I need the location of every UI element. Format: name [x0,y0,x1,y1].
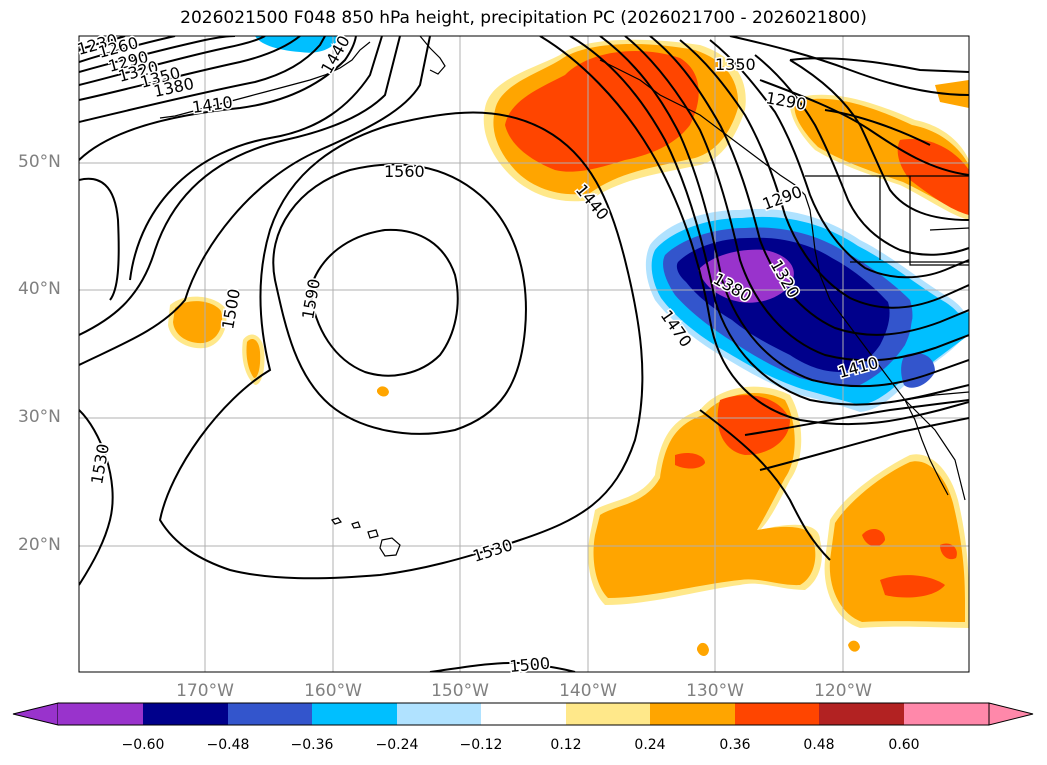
contour-1500-south [429,661,576,672]
contour-se-2 [759,417,969,471]
contour-east-1 [539,36,969,426]
contour-1590 [308,228,459,377]
colorbar-tick: 0.36 [719,737,751,753]
precip-neg-top [255,36,340,53]
precip-isolated2 [848,640,860,652]
colorbar-bin [58,703,143,725]
contour-east-2 [569,36,969,406]
colorbar-extend-right [988,702,1034,726]
map-frame [78,35,970,673]
contour-east-3 [599,36,969,388]
colorbar-bin [566,703,650,725]
contour-1350 [79,36,301,101]
precip-mexico-red3 [940,543,957,560]
contour-east-7 [709,39,969,279]
contour-east-9 [789,59,969,221]
precip-subtropical-red2 [675,452,705,469]
precip-neg-darkblue2 [808,296,869,350]
precip-neg-coast [910,300,969,372]
contour-label: 1350 [715,55,756,74]
state-line4 [929,227,969,231]
colorbar-bin [228,703,312,725]
contour-1530-west [79,409,114,586]
precip-small-orange [246,339,261,378]
contour-ne-2 [824,109,931,146]
lon-label-170w: 170°W [176,681,234,701]
colorbar-bin [312,703,397,725]
precip-mexico-red1 [880,575,945,598]
contour-east-8 [754,54,969,256]
contour-1380 [79,36,326,123]
precip-dot [377,386,389,397]
contour-1320 [79,36,266,86]
contour-east-5 [649,36,969,336]
lon-label-150w: 150°W [431,681,489,701]
contour-ne-1 [789,57,969,73]
gridlines [79,36,969,672]
contour-label: 1560 [384,162,425,181]
contour-label: 1500 [509,654,551,676]
contour-east-4 [624,36,969,362]
lat-label-50n: 50°N [18,152,61,172]
lon-label-160w: 160°W [304,681,362,701]
bc-coast [599,59,813,226]
precip-north-pacific-red [505,51,699,172]
height-contours [79,36,969,672]
colorbar-tick: −0.48 [206,737,250,753]
colorbar-tick: 0.12 [550,737,582,753]
colorbar-bin [735,703,819,725]
contour-east-6 [679,39,969,309]
colorbar-tick: −0.36 [290,737,334,753]
contour-1470 [79,36,401,336]
colorbar-tick: −0.24 [375,737,419,753]
colorbar-bin [481,703,566,725]
state-line2 [909,176,969,266]
hawaii-2 [351,521,361,529]
contour-1560 [272,163,527,435]
colorbar-bin [819,703,904,725]
contour-1500-west [79,36,431,366]
precip-westpac-orange [173,301,223,344]
contour-east-10 [729,36,969,96]
contour-se-3 [744,399,969,436]
contour-1530 [158,111,644,580]
lon-label-130w: 130°W [686,681,744,701]
colorbar-bin [397,703,481,725]
lon-label-140w: 140°W [559,681,617,701]
lat-label-20n: 20°N [18,535,61,555]
colorbar-tick: −0.60 [121,737,165,753]
contour-se-1 [699,409,831,561]
precip-isolated1 [697,642,709,656]
contour-1230 [79,36,126,51]
colorbar-tick: 0.48 [803,737,835,753]
contour-1410 [79,36,357,161]
colorbar-tick: 0.60 [888,737,920,753]
colorbar-extend-left [12,702,59,726]
map-title: 2026021500 F048 850 hPa height, precipit… [180,8,867,28]
us-west-coast [811,224,966,501]
colorbar-bin [143,703,228,725]
colorbar-tick: 0.24 [634,737,666,753]
hawaii-1 [331,517,342,525]
hawaii-4 [379,537,401,557]
colorbar-bin [650,703,735,725]
contour-east-11 [759,79,969,176]
precip-negative-areas [255,36,969,412]
precip-mexico-red2 [862,528,885,547]
aleutian-islands [159,41,371,119]
lat-label-30n: 30°N [18,407,61,427]
colorbar [12,702,1034,726]
contour-1260 [79,36,176,63]
colorbar-bin [904,703,989,725]
colorbar-tick: −0.12 [459,737,503,753]
hawaii-3 [367,529,379,539]
lon-label-120w: 120°W [814,681,872,701]
lat-label-40n: 40°N [18,279,61,299]
contour-1440 [79,36,383,301]
